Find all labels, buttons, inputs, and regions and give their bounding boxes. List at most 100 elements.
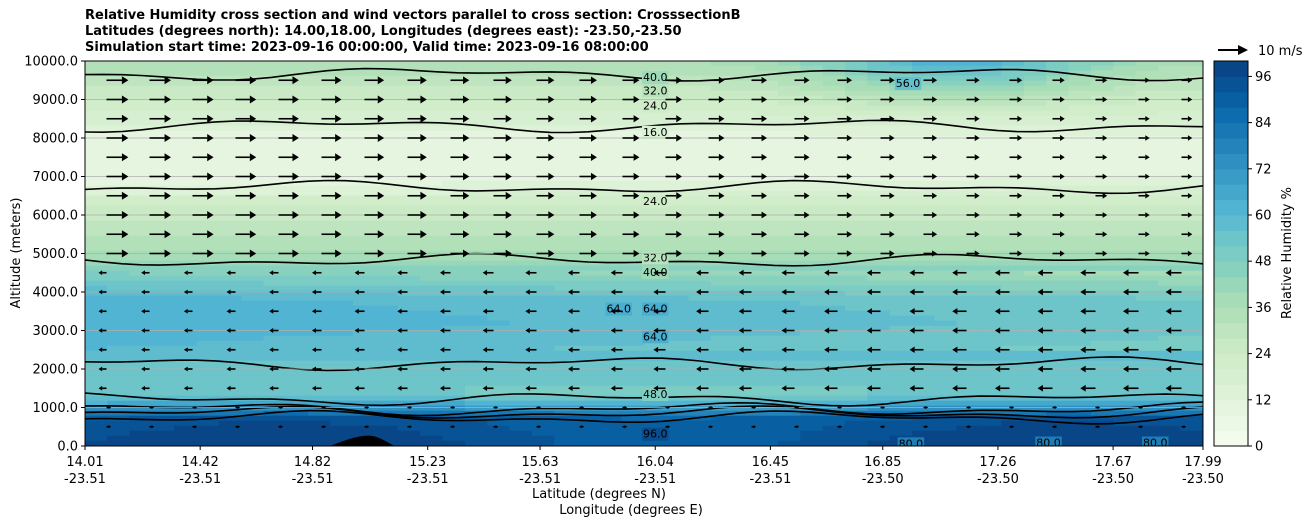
rh-cell [1113, 280, 1137, 287]
rh-cell [330, 195, 354, 202]
rh-cell [1180, 105, 1203, 112]
rh-cell [554, 155, 578, 162]
contour-label-bg [641, 251, 669, 265]
rh-cell [1046, 425, 1070, 432]
wind-vector-head [420, 114, 427, 123]
colorbar-tick-label: 48 [1255, 255, 1272, 270]
contour-label: 40.0 [643, 71, 668, 84]
rh-cell [666, 410, 690, 417]
wind-vector-head [1037, 269, 1043, 277]
rh-cell [531, 430, 556, 437]
rh-cell [85, 135, 108, 142]
rh-cell [464, 395, 488, 402]
rh-cell [777, 370, 802, 377]
rh-cell [867, 85, 891, 92]
rh-cell [912, 400, 936, 407]
rh-cell [1135, 430, 1159, 437]
rh-cell [755, 320, 779, 327]
rh-cell [1113, 245, 1137, 252]
rh-cell [889, 65, 913, 72]
wind-vector-head [207, 134, 214, 142]
rh-cell [822, 65, 846, 72]
rh-cell [710, 150, 734, 157]
rh-cell [531, 300, 556, 307]
rh-cell [1046, 290, 1070, 297]
wind-vector-head [653, 269, 659, 276]
rh-cell [353, 255, 377, 262]
rh-cell [621, 300, 645, 307]
wind-vector-head [1187, 231, 1193, 237]
contour-label-bg [1035, 436, 1062, 446]
rh-cell [889, 255, 913, 262]
rh-cell [353, 90, 377, 97]
wind-vector-head [761, 250, 768, 257]
rh-cell [218, 245, 243, 252]
rh-cell [666, 315, 690, 322]
rh-cell [710, 75, 734, 82]
rh-cell [1113, 160, 1137, 167]
rh-cell [487, 225, 511, 232]
rh-cell [934, 190, 958, 197]
rh-cell [1068, 100, 1092, 107]
wind-vectors [98, 76, 1193, 429]
rh-cell [129, 440, 153, 446]
rh-cell [285, 435, 310, 442]
rh-cell [85, 270, 108, 277]
rh-cell [330, 165, 354, 172]
rh-cell [1157, 305, 1182, 312]
rh-cell [621, 100, 645, 107]
rh-cell [442, 95, 466, 102]
rh-cell [196, 140, 220, 147]
rh-cell [464, 170, 488, 177]
rh-cell [85, 150, 108, 157]
rh-cell [196, 110, 220, 117]
rh-cell [464, 305, 488, 312]
wind-vector-head [164, 76, 171, 85]
rh-cell [107, 330, 131, 337]
x-tick-label-lon: -23.51 [179, 472, 221, 487]
rh-cell [755, 175, 779, 182]
rh-cell [1001, 315, 1025, 322]
rh-cell [509, 270, 533, 277]
wind-vector-head [1165, 346, 1172, 354]
wind-vector-head [932, 115, 938, 122]
wind-vector-head [249, 134, 257, 142]
rh-cell [1023, 270, 1047, 277]
rh-cell [442, 175, 466, 182]
rh-cell [889, 315, 913, 322]
rh-cell [375, 435, 399, 442]
rh-cell [666, 145, 690, 152]
rh-cell [218, 425, 243, 432]
rh-cell [733, 295, 757, 302]
rh-cell [1157, 295, 1182, 302]
rh-cell [330, 175, 354, 182]
rh-cell [1180, 395, 1203, 402]
rh-cell [509, 370, 533, 377]
rh-cell [777, 200, 802, 207]
rh-cell [308, 240, 332, 247]
rh-cell [1157, 110, 1182, 117]
rh-cell [464, 205, 488, 212]
wind-vector-head [653, 327, 659, 334]
rh-cell [576, 61, 600, 67]
rh-cell [822, 155, 846, 162]
wind-vector-head [548, 95, 555, 104]
rh-cell [375, 61, 399, 67]
rh-cell [509, 160, 533, 167]
wind-vector-head [1060, 154, 1065, 161]
wind-vector-head [866, 288, 872, 296]
rh-cell [107, 345, 131, 352]
rh-cell [621, 335, 645, 342]
rh-cell [576, 215, 600, 222]
rh-cell [509, 435, 533, 442]
rh-cell [688, 215, 712, 222]
rh-cell [979, 235, 1003, 242]
rh-cell [1090, 355, 1115, 362]
rh-cell [598, 255, 623, 262]
rh-cell [1001, 245, 1025, 252]
rh-cell [1023, 260, 1047, 267]
rh-cell [308, 235, 332, 242]
rh-cell [979, 270, 1003, 277]
wind-vector-head [846, 134, 853, 142]
rh-cell [531, 180, 556, 187]
